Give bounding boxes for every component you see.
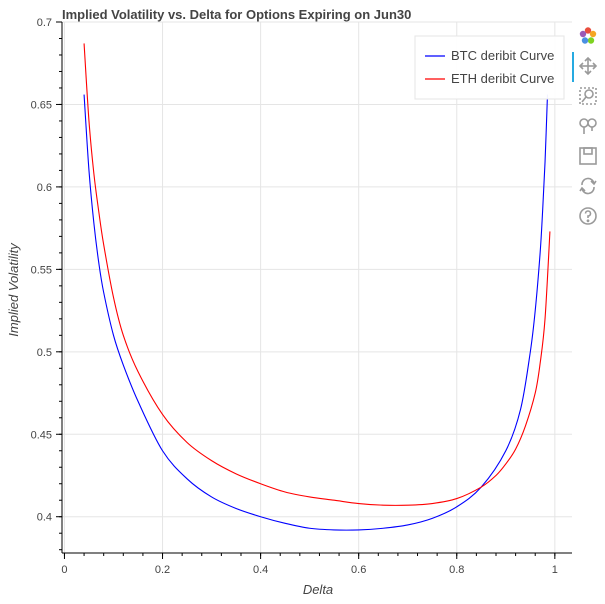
x-tick-label: 0.6 (351, 564, 366, 576)
legend-label: ETH deribit Curve (451, 71, 554, 86)
y-tick-label: 0.55 (31, 264, 52, 276)
reset-icon[interactable] (578, 176, 598, 196)
y-axis-label: Implied Volatility (6, 242, 21, 337)
chart-title: Implied Volatility vs. Delta for Options… (62, 7, 411, 22)
x-tick-label: 0.2 (155, 564, 170, 576)
y-tick-label: 0.5 (37, 347, 52, 359)
active-tool-indicator (572, 52, 574, 82)
y-tick-label: 0.6 (37, 182, 52, 194)
bokeh-logo-icon[interactable] (578, 26, 598, 46)
legend: BTC deribit Curve ETH deribit Curve (414, 35, 565, 100)
x-axis-label: Delta (303, 582, 333, 597)
x-tick-label: 0.4 (253, 564, 268, 576)
wheel-zoom-icon[interactable] (578, 116, 598, 136)
y-tick-label: 0.4 (37, 512, 52, 524)
pan-icon[interactable] (578, 56, 598, 76)
box-zoom-icon[interactable] (578, 86, 598, 106)
grid (62, 21, 572, 553)
legend-label: BTC deribit Curve (451, 48, 554, 63)
x-tick-label: 0.8 (449, 564, 464, 576)
btc-series-line (83, 94, 549, 531)
eth-series-line (83, 43, 551, 506)
plot-area[interactable] (83, 43, 551, 531)
y-tick-label: 0.45 (31, 429, 52, 441)
save-icon[interactable] (578, 146, 598, 166)
x-tick-label: 0 (61, 564, 67, 576)
axes: 0 0.2 0.4 0.6 0.8 1 0.4 0.45 0.5 0.55 0.6 0.65 0.7 (31, 17, 572, 576)
legend-box (414, 35, 565, 100)
x-tick-label: 1 (552, 564, 558, 576)
y-tick-label: 0.65 (31, 99, 52, 111)
help-icon[interactable] (578, 206, 598, 226)
y-tick-label: 0.7 (37, 17, 52, 29)
